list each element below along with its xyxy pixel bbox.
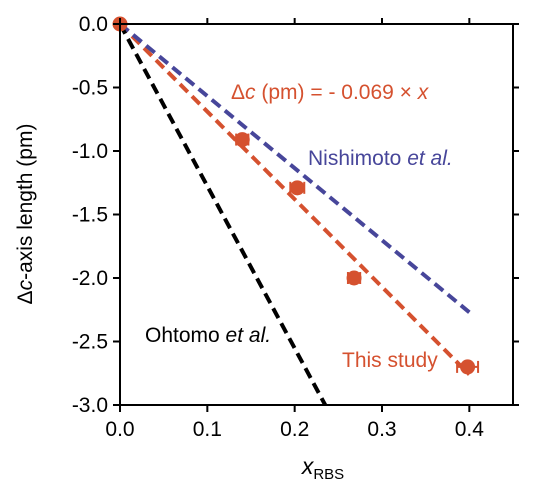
plot-lines xyxy=(118,22,471,406)
data-point xyxy=(460,359,476,375)
y-tick-label: -1.0 xyxy=(72,140,108,163)
data-point xyxy=(346,270,362,286)
y-tick-label: -3.0 xyxy=(72,394,108,417)
trend-line-ohtomo-et-al xyxy=(118,23,327,406)
equation-delta: Δ xyxy=(231,81,245,104)
ohtomo-label: Ohtomo et al. xyxy=(145,324,271,347)
data-point xyxy=(234,132,250,148)
y-tick-label: -1.5 xyxy=(72,204,108,227)
y-axis-label: Δc-axis length (pm) xyxy=(14,124,37,305)
x-axis-label-main: x xyxy=(301,453,315,479)
y-axis-label-delta: Δ xyxy=(14,290,37,304)
y-axis-label-rest: -axis length (pm) xyxy=(14,124,37,280)
equation-annotation: Δc (pm) = - 0.069 × x xyxy=(231,81,430,104)
ohtomo-etal: et al. xyxy=(226,324,272,347)
nishimoto-etal: et al. xyxy=(407,147,453,170)
y-axis-ticks: 0.0 -0.5 -1.0 -1.5 -2.0 -2.5 -3.0 xyxy=(72,13,519,417)
x-tick-label: 0.0 xyxy=(105,418,134,441)
x-tick-label: 0.4 xyxy=(455,418,485,441)
x-axis-label-sub: RBS xyxy=(313,466,344,483)
x-axis-ticks: 0.0 0.1 0.2 0.3 0.4 xyxy=(105,18,484,441)
data-point xyxy=(289,180,305,196)
plot-points xyxy=(112,16,480,375)
y-tick-label: 0.0 xyxy=(79,13,108,36)
y-tick-label: -0.5 xyxy=(72,77,108,100)
trend-line-this-study xyxy=(118,22,471,376)
x-tick-label: 0.3 xyxy=(367,418,396,441)
equation-mid: (pm) = - 0.069 × xyxy=(256,81,418,104)
y-tick-label: -2.5 xyxy=(72,331,108,354)
equation-x: x xyxy=(417,81,430,104)
x-tick-label: 0.2 xyxy=(280,418,309,441)
trend-line-nishimoto-et-al xyxy=(118,22,471,314)
x-axis-label: xRBS xyxy=(301,453,344,483)
x-tick-label: 0.1 xyxy=(193,418,222,441)
y-tick-label: -2.0 xyxy=(72,267,108,290)
this-study-label: This study xyxy=(342,349,438,372)
nishimoto-name: Nishimoto xyxy=(308,147,407,170)
y-axis-label-italic: c xyxy=(14,279,37,290)
equation-c: c xyxy=(245,81,256,104)
ohtomo-name: Ohtomo xyxy=(145,324,226,347)
nishimoto-label: Nishimoto et al. xyxy=(308,147,453,170)
